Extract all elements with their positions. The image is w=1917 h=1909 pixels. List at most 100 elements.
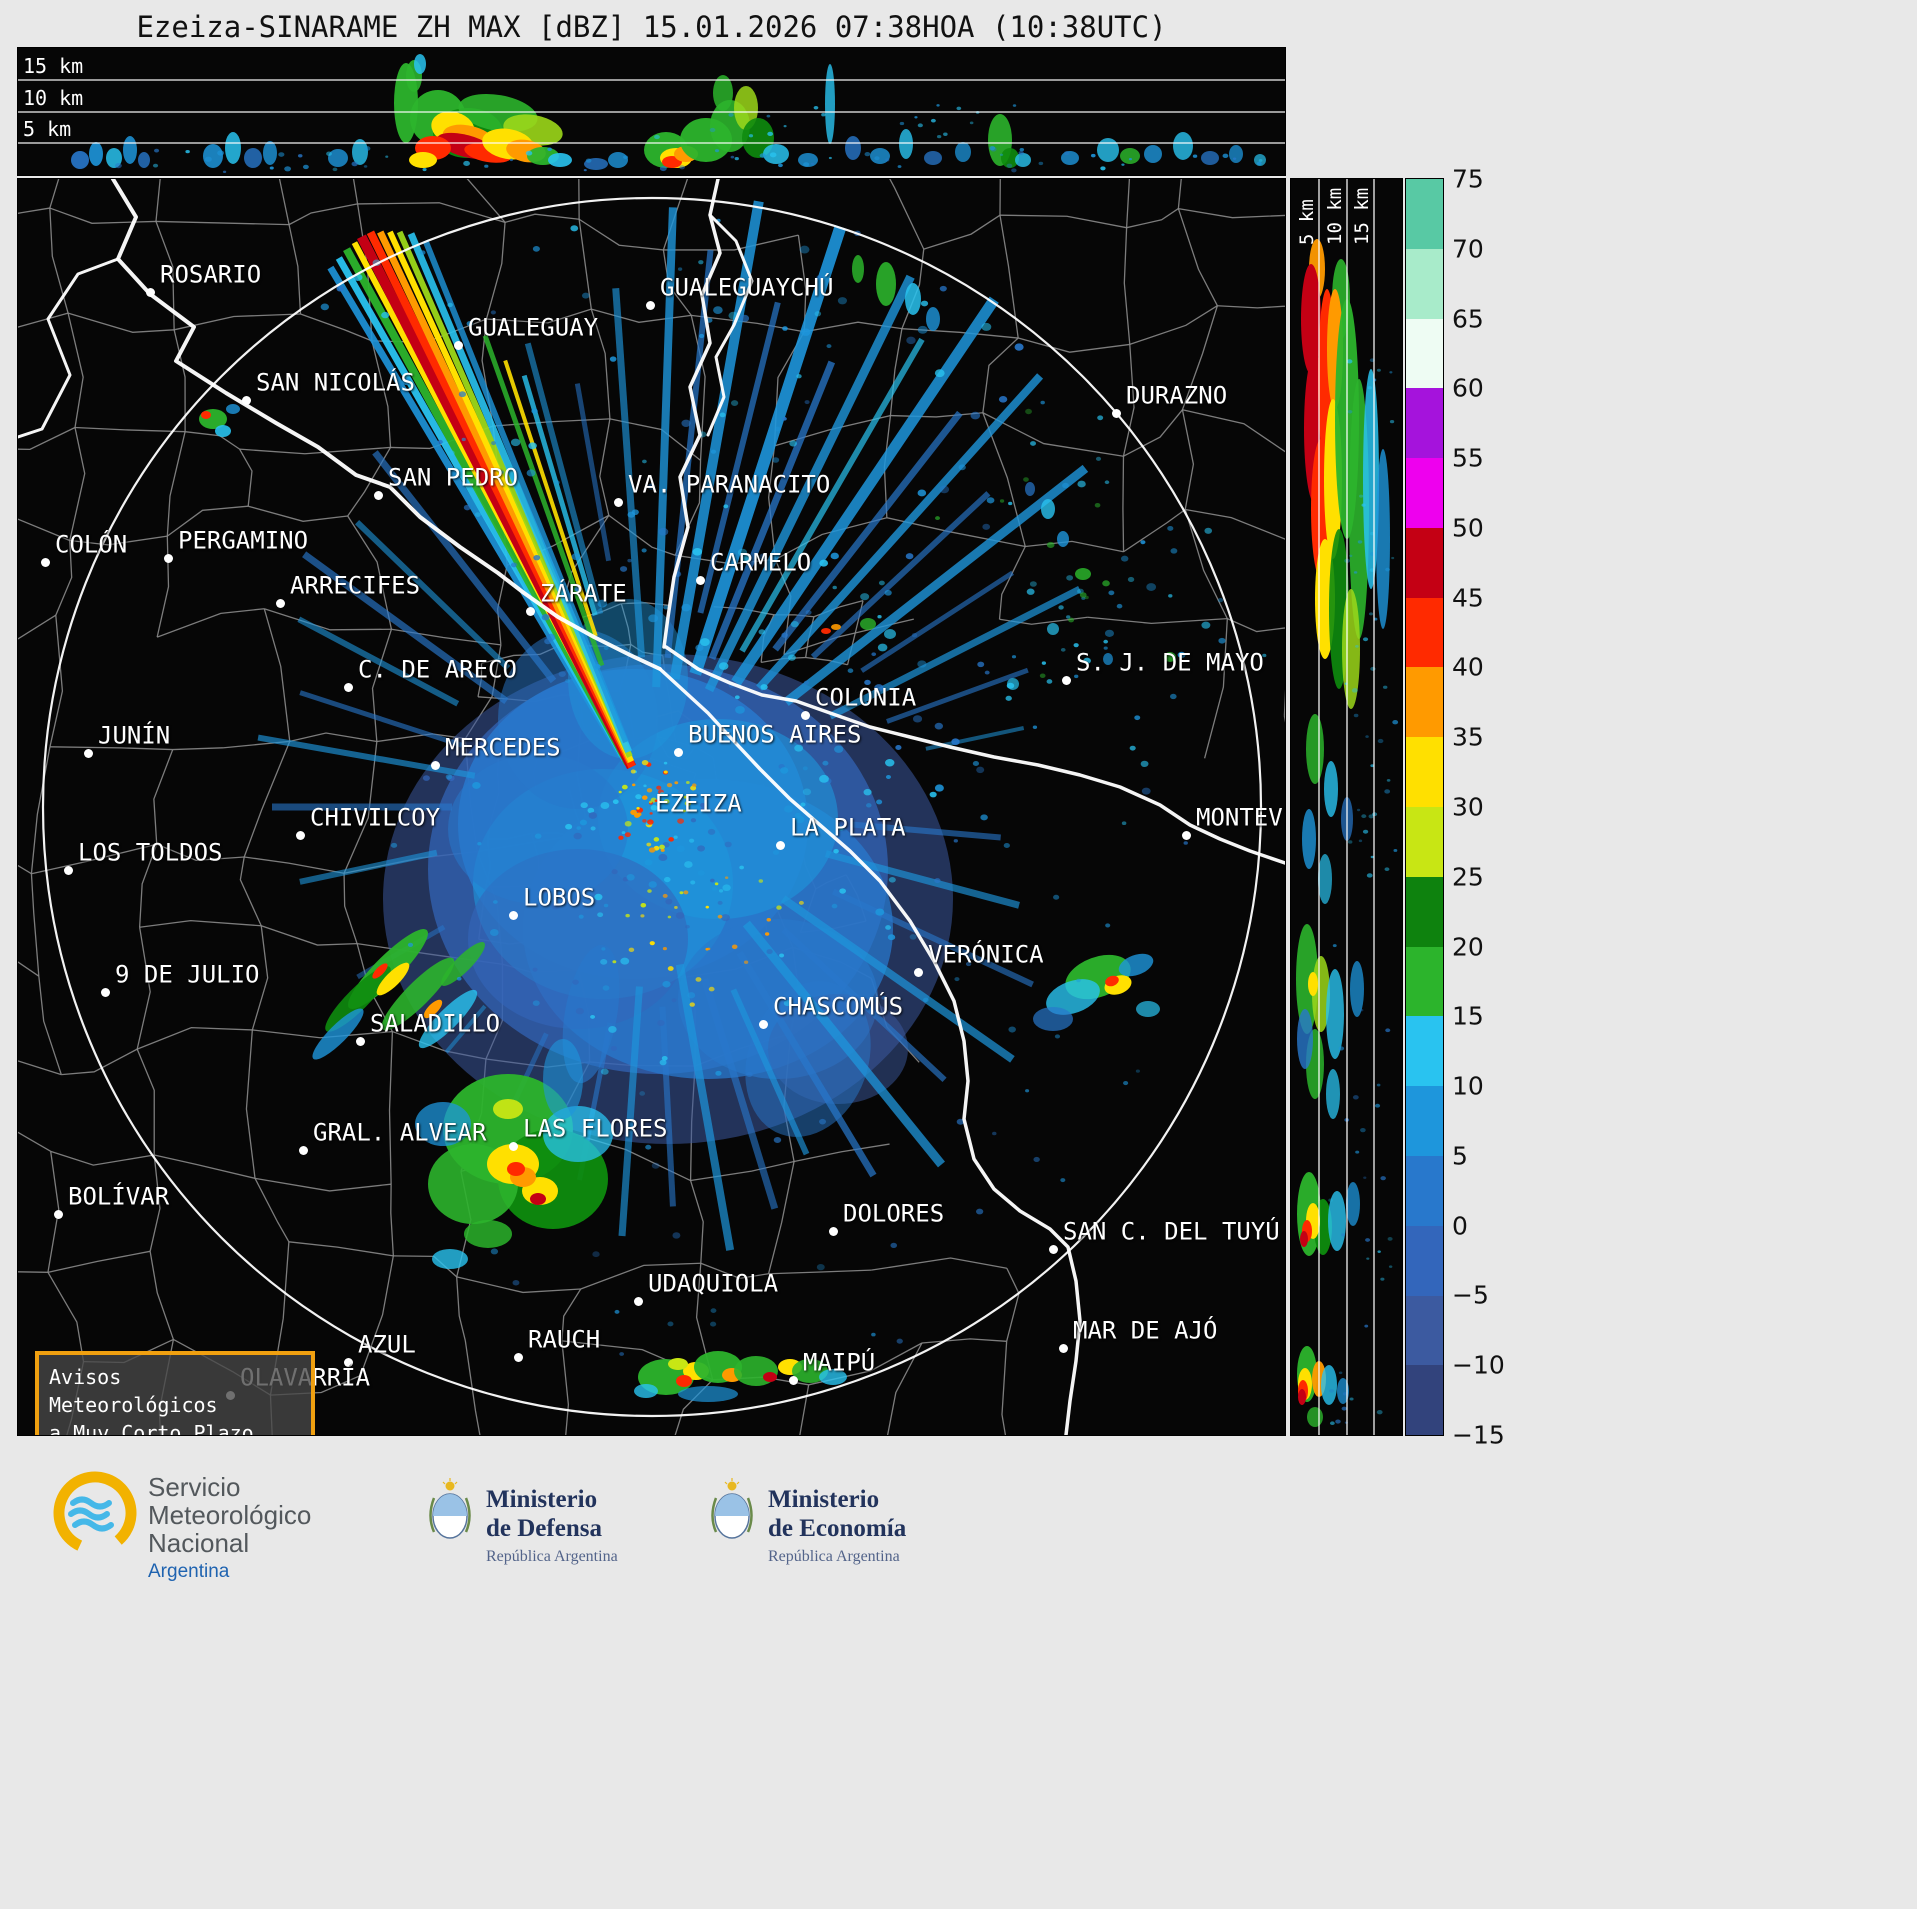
right-cross-section-canvas: 5 km 10 km 15 km xyxy=(1296,179,1399,1435)
city-label: 9 DE JULIO xyxy=(115,960,260,989)
smn-country-label: Argentina xyxy=(148,1561,230,1582)
city-label: LOBOS xyxy=(523,883,596,912)
city-label: SAN PEDRO xyxy=(388,463,519,492)
colorbar-tick: 15 xyxy=(1452,1001,1484,1031)
economia-line3: República Argentina xyxy=(768,1548,900,1565)
city-dot xyxy=(299,1146,308,1155)
colorbar-tick: 30 xyxy=(1452,792,1484,822)
colorbar-tick: 65 xyxy=(1452,304,1484,334)
economia-crest-icon xyxy=(711,1478,753,1539)
city-label: ROSARIO xyxy=(160,260,262,289)
colorbar-tick: 10 xyxy=(1452,1071,1484,1101)
city-label: MAIPÚ xyxy=(803,1348,876,1377)
city-dot xyxy=(64,866,73,875)
city-dot xyxy=(1062,676,1071,685)
city-label: DURAZNO xyxy=(1126,381,1228,410)
economia-line1: Ministerio xyxy=(768,1486,880,1513)
colorbar-segment xyxy=(1406,527,1443,598)
city-dot xyxy=(789,1376,798,1385)
city-label: MAR DE AJÓ xyxy=(1073,1316,1218,1345)
city-dot xyxy=(776,841,785,850)
city-dot xyxy=(431,761,440,770)
colorbar-segment xyxy=(1406,318,1443,389)
city-label: GUALEGUAYCHÚ xyxy=(660,273,834,302)
colorbar-tick: 50 xyxy=(1452,513,1484,543)
colorbar-tick: 40 xyxy=(1452,652,1484,682)
city-dot xyxy=(41,558,50,567)
colorbar-tick: 75 xyxy=(1452,164,1484,194)
svg-text:5 km: 5 km xyxy=(1296,199,1318,245)
top-cross-section-canvas: 15 km 10 km 5 km xyxy=(18,54,1285,174)
city-dot xyxy=(84,749,93,758)
city-label: COLONIA xyxy=(815,683,917,712)
defensa-line3: República Argentina xyxy=(486,1548,618,1565)
colorbar-tick: 0 xyxy=(1452,1211,1468,1241)
colorbar-tick: 55 xyxy=(1452,443,1484,473)
defensa-crest-icon xyxy=(429,1478,471,1539)
svg-text:15 km: 15 km xyxy=(1351,188,1373,245)
colorbar-segment xyxy=(1406,807,1443,877)
colorbar-tick: 70 xyxy=(1452,234,1484,264)
city-label: VA. PARANACITO xyxy=(628,470,831,499)
city-dot xyxy=(1112,409,1121,418)
city-dot xyxy=(1059,1344,1068,1353)
city-label: UDAQUIOLA xyxy=(648,1269,779,1298)
city-label: LA PLATA xyxy=(790,813,906,842)
colorbar-segment xyxy=(1406,1225,1443,1296)
city-label: ARRECIFES xyxy=(290,571,421,600)
city-dot xyxy=(1049,1245,1058,1254)
city-label: SAN C. DEL TUYÚ xyxy=(1063,1217,1280,1246)
city-dot xyxy=(801,711,810,720)
city-dot xyxy=(674,748,683,757)
warning-box[interactable]: Avisos Meteorológicos a Muy Corto Plazo xyxy=(35,1351,315,1435)
city-label: C. DE ARECO xyxy=(358,655,517,684)
defensa-line2: de Defensa xyxy=(486,1515,602,1542)
radar-map: ROSARIO GUALEGUAYCHÚ GUALEGUAY SAN NICOLÁS D… xyxy=(17,178,1286,1436)
city-labels-layer: ROSARIO GUALEGUAYCHÚ GUALEGUAY SAN NICOLÁS D… xyxy=(18,179,1285,1435)
colorbar-segment xyxy=(1406,1016,1443,1087)
footer: Servicio Meteorológico Nacional Argentin… xyxy=(0,1445,1917,1909)
svg-text:15 km: 15 km xyxy=(23,54,83,78)
city-dot xyxy=(54,1210,63,1219)
city-label: MERCEDES xyxy=(445,733,561,762)
vertical-cross-section-top: 15 km 10 km 5 km xyxy=(17,47,1286,176)
colorbar-tick: −15 xyxy=(1452,1420,1505,1450)
colorbar-tick: 25 xyxy=(1452,862,1484,892)
city-label: EZEIZA xyxy=(655,789,742,818)
city-dot xyxy=(696,576,705,585)
city-label: LAS FLORES xyxy=(523,1114,668,1143)
city-dot xyxy=(146,288,155,297)
colorbar-tick: −5 xyxy=(1452,1280,1489,1310)
city-dot xyxy=(276,599,285,608)
colorbar-segment xyxy=(1406,388,1443,459)
city-dot xyxy=(914,968,923,977)
colorbar-tick: 60 xyxy=(1452,373,1484,403)
page-title: Ezeiza-SINARAME ZH MAX [dBZ] 15.01.2026 … xyxy=(136,10,1167,44)
colorbar-segment xyxy=(1406,667,1443,738)
city-label: CARMELO xyxy=(710,548,812,577)
warning-line-1: Avisos Meteorológicos xyxy=(49,1365,218,1417)
colorbar-tick: 35 xyxy=(1452,722,1484,752)
city-label: JUNÍN xyxy=(98,721,171,750)
city-label: RAUCH xyxy=(528,1325,601,1354)
smn-name-line2: Meteorológico xyxy=(148,1500,312,1530)
colorbar-tick: −10 xyxy=(1452,1350,1505,1380)
colorbar-tick: 20 xyxy=(1452,932,1484,962)
economia-line2: de Economía xyxy=(768,1515,907,1542)
city-label: PERGAMINO xyxy=(178,526,309,555)
city-dot xyxy=(614,498,623,507)
city-label: AZUL xyxy=(358,1330,416,1359)
colorbar-segment xyxy=(1406,876,1443,947)
city-dot xyxy=(509,911,518,920)
city-label: VERÓNICA xyxy=(928,940,1044,969)
warning-line-2: a Muy Corto Plazo xyxy=(49,1421,254,1435)
city-label: SALADILLO xyxy=(370,1009,501,1038)
defensa-line1: Ministerio xyxy=(486,1486,598,1513)
colorbar-tick: 5 xyxy=(1452,1141,1468,1171)
colorbar-segment xyxy=(1406,597,1443,668)
smn-name-line1: Servicio xyxy=(148,1472,241,1502)
city-dot xyxy=(1182,831,1191,840)
smn-logo-icon xyxy=(53,1471,137,1555)
colorbar-segment xyxy=(1406,1086,1443,1156)
colorbar-tick: 45 xyxy=(1452,583,1484,613)
